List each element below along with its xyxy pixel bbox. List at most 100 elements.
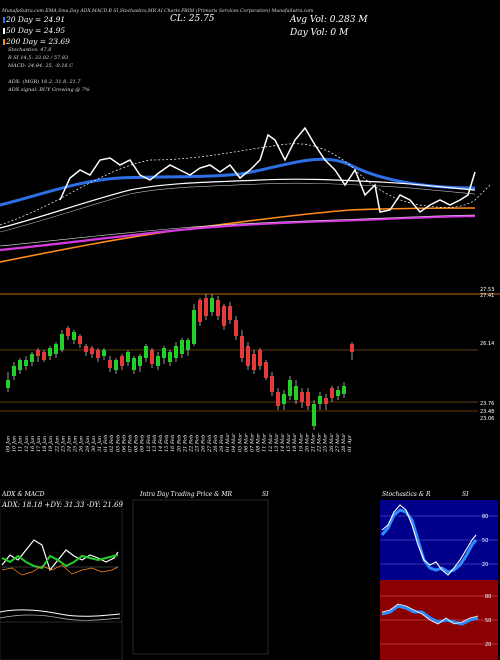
price-level-label: 23.76 [480, 401, 494, 407]
candle-body [36, 350, 40, 356]
adx-line [1, 554, 119, 570]
date-tick-label: 15 Mar [286, 433, 292, 452]
date-tick-label: 19 Jan [48, 436, 54, 452]
candle [42, 350, 46, 362]
candle-body [168, 352, 172, 362]
date-tick-label: 11 Mar [262, 433, 268, 452]
intraday-si: SI [262, 491, 269, 498]
stochastic-d-line [380, 508, 478, 574]
date-tick-label: 08 Feb [134, 435, 140, 452]
date-tick-label: 30 Jan [91, 436, 97, 452]
price-envelope [0, 143, 491, 226]
candle-body [294, 386, 298, 400]
candle-body [264, 362, 268, 378]
date-tick-label: 05 Mar [237, 433, 243, 452]
candle-body [240, 336, 244, 358]
candle-body [132, 358, 136, 370]
date-tick-label: 19 Mar [298, 433, 304, 452]
date-tick-label: 23 Jan [60, 436, 66, 453]
date-tick-label: 22 Jan [54, 436, 60, 453]
stochastic-k-line [381, 504, 477, 576]
stochastics-legend: Stochastics: 47.8 [8, 47, 52, 53]
candlestick-series [6, 294, 354, 430]
candle [288, 376, 292, 400]
candle-body [126, 352, 130, 362]
date-tick-label: 13 Feb [152, 435, 158, 452]
candle [234, 316, 238, 340]
date-tick-label: 18 Mar [292, 433, 298, 452]
stochastics-title: Stochastics & R [382, 491, 431, 498]
day-volume: Day Vol: 0 M [290, 28, 349, 38]
price-line [59, 126, 476, 214]
candle [12, 362, 16, 380]
candle-body [282, 394, 286, 404]
candle-body [186, 340, 190, 350]
candle-body [18, 360, 22, 370]
date-tick-label: 26 Jan [79, 436, 85, 453]
candle-body [24, 360, 28, 366]
adx-legend: ADX: (MGR) 18.2, 31.8, 21.7 [8, 79, 81, 85]
chart-header-title: MunafaSutra.com EMA,Sma,Day ADX,MACD,B S… [2, 9, 314, 14]
candle-body [48, 348, 52, 356]
candle-body [72, 332, 76, 340]
date-tick-label: 11 Jan [18, 436, 24, 452]
candle-body [252, 354, 256, 370]
date-tick-label: 08 Mar [256, 433, 262, 452]
candle [324, 394, 328, 410]
candle [216, 296, 220, 320]
candle-body [204, 298, 208, 316]
candle-body [350, 344, 354, 352]
candle-body [150, 350, 154, 364]
candle [66, 326, 70, 340]
candle-body [288, 380, 292, 396]
candle-body [246, 346, 250, 366]
rsi-level-80: 80 [485, 594, 491, 600]
candle-body [42, 352, 46, 360]
date-tick-label: 12 Jan [24, 436, 30, 452]
candle-body [144, 346, 148, 358]
candle-body [300, 392, 304, 402]
date-tick-label: 26 Mar [329, 433, 335, 453]
date-tick-label: 06 Feb [121, 435, 127, 452]
macd-line [0, 609, 121, 617]
candle [162, 346, 166, 364]
candle-body [96, 350, 100, 358]
price-level-label: 23.48 [480, 409, 494, 415]
candle-body [324, 398, 328, 404]
candle-body [330, 388, 334, 398]
candle [258, 348, 262, 370]
candle [264, 360, 268, 380]
candle [138, 354, 142, 372]
candle-body [108, 360, 112, 368]
date-tick-label: 05 Feb [115, 435, 121, 452]
close-price: CL: 25.75 [170, 14, 215, 24]
stoch-level-20: 20 [482, 562, 488, 568]
candle [168, 350, 172, 366]
date-tick-label: 21 Mar [311, 433, 317, 453]
date-tick-label: 01 Apr [347, 434, 353, 452]
candle-body [258, 350, 262, 366]
candle-body [192, 310, 196, 344]
candle [126, 350, 130, 366]
candle [90, 346, 94, 358]
price-level-label: 23.06 [480, 416, 494, 422]
date-tick-label: 18 Jan [42, 436, 48, 452]
date-tick-label: 09 Feb [140, 435, 146, 452]
candle [210, 294, 214, 316]
candle [306, 388, 310, 410]
sma-line [0, 214, 476, 252]
candle-body [6, 380, 10, 388]
ema200-line [0, 207, 476, 263]
price-level-label: 27.53 [480, 287, 494, 293]
date-tick-label: 06 Mar [243, 433, 249, 452]
date-tick-label: 28 Mar [341, 433, 347, 453]
date-tick-label: 25 Mar [323, 433, 329, 453]
candle-body [78, 336, 82, 344]
date-tick-label: 25 Jan [73, 436, 79, 453]
macd-legend: MACD: 24.84, 25, -0.16 C [8, 63, 74, 69]
candle-body [60, 334, 64, 350]
candle [312, 400, 316, 430]
ema20-line [0, 157, 476, 207]
candle [204, 294, 208, 320]
candle-body [90, 348, 94, 354]
